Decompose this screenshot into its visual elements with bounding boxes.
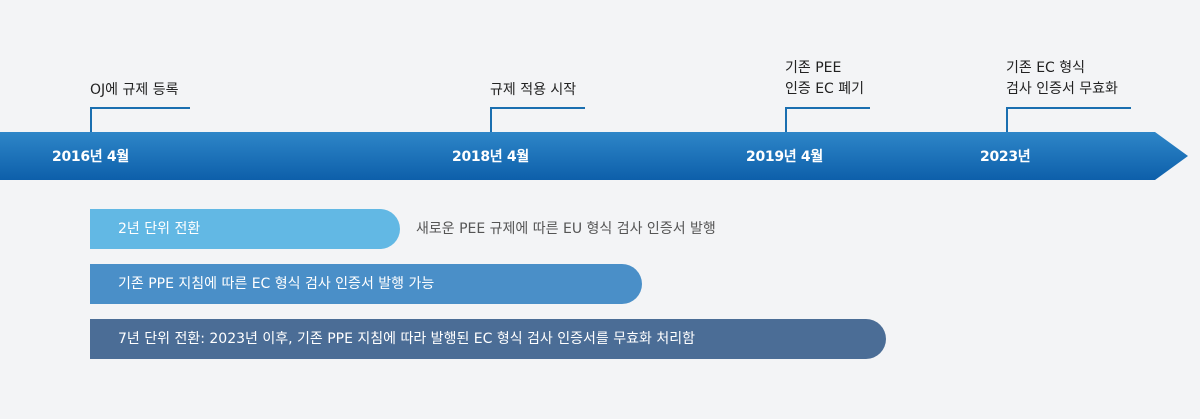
- milestone-label-line2: 인증 EC 폐기: [785, 81, 865, 97]
- milestone-label-line1: 기존 EC 형식: [1006, 60, 1086, 76]
- bar-note-new-certificate: 새로운 PEE 규제에 따른 EU 형식 검사 인증서 발행: [416, 221, 716, 237]
- transition-bar-7-year: 7년 단위 전환: 2023년 이후, 기존 PPE 지침에 따라 발행된 EC…: [90, 319, 886, 359]
- bar-label: 7년 단위 전환: 2023년 이후, 기존 PPE 지침에 따라 발행된 EC…: [118, 331, 695, 347]
- connector-horizontal: [90, 107, 190, 109]
- connector-vertical: [490, 107, 492, 133]
- milestone-label-line2: 검사 인증서 무효화: [1006, 81, 1118, 97]
- timeline-arrow: [0, 132, 1188, 180]
- transition-bar-ppe-directive: 기존 PPE 지침에 따른 EC 형식 검사 인증서 발행 가능: [90, 264, 642, 304]
- milestone-label: 규제 적용 시작: [490, 82, 577, 98]
- year-label-2019: 2019년 4월: [746, 149, 823, 165]
- year-label-2018: 2018년 4월: [452, 149, 529, 165]
- transition-bar-2-year: 2년 단위 전환: [90, 209, 400, 249]
- connector-horizontal: [490, 107, 585, 109]
- connector-vertical: [90, 107, 92, 133]
- bar-label: 기존 PPE 지침에 따른 EC 형식 검사 인증서 발행 가능: [118, 276, 435, 292]
- bar-label: 2년 단위 전환: [118, 221, 201, 237]
- connector-vertical: [785, 107, 787, 133]
- connector-horizontal: [785, 107, 870, 109]
- milestone-label: OJ에 규제 등록: [90, 82, 179, 98]
- year-label-2023: 2023년: [980, 149, 1031, 165]
- connector-horizontal: [1006, 107, 1131, 109]
- connector-vertical: [1006, 107, 1008, 133]
- year-label-2016: 2016년 4월: [52, 149, 129, 165]
- milestone-label-line1: 기존 PEE: [785, 60, 842, 76]
